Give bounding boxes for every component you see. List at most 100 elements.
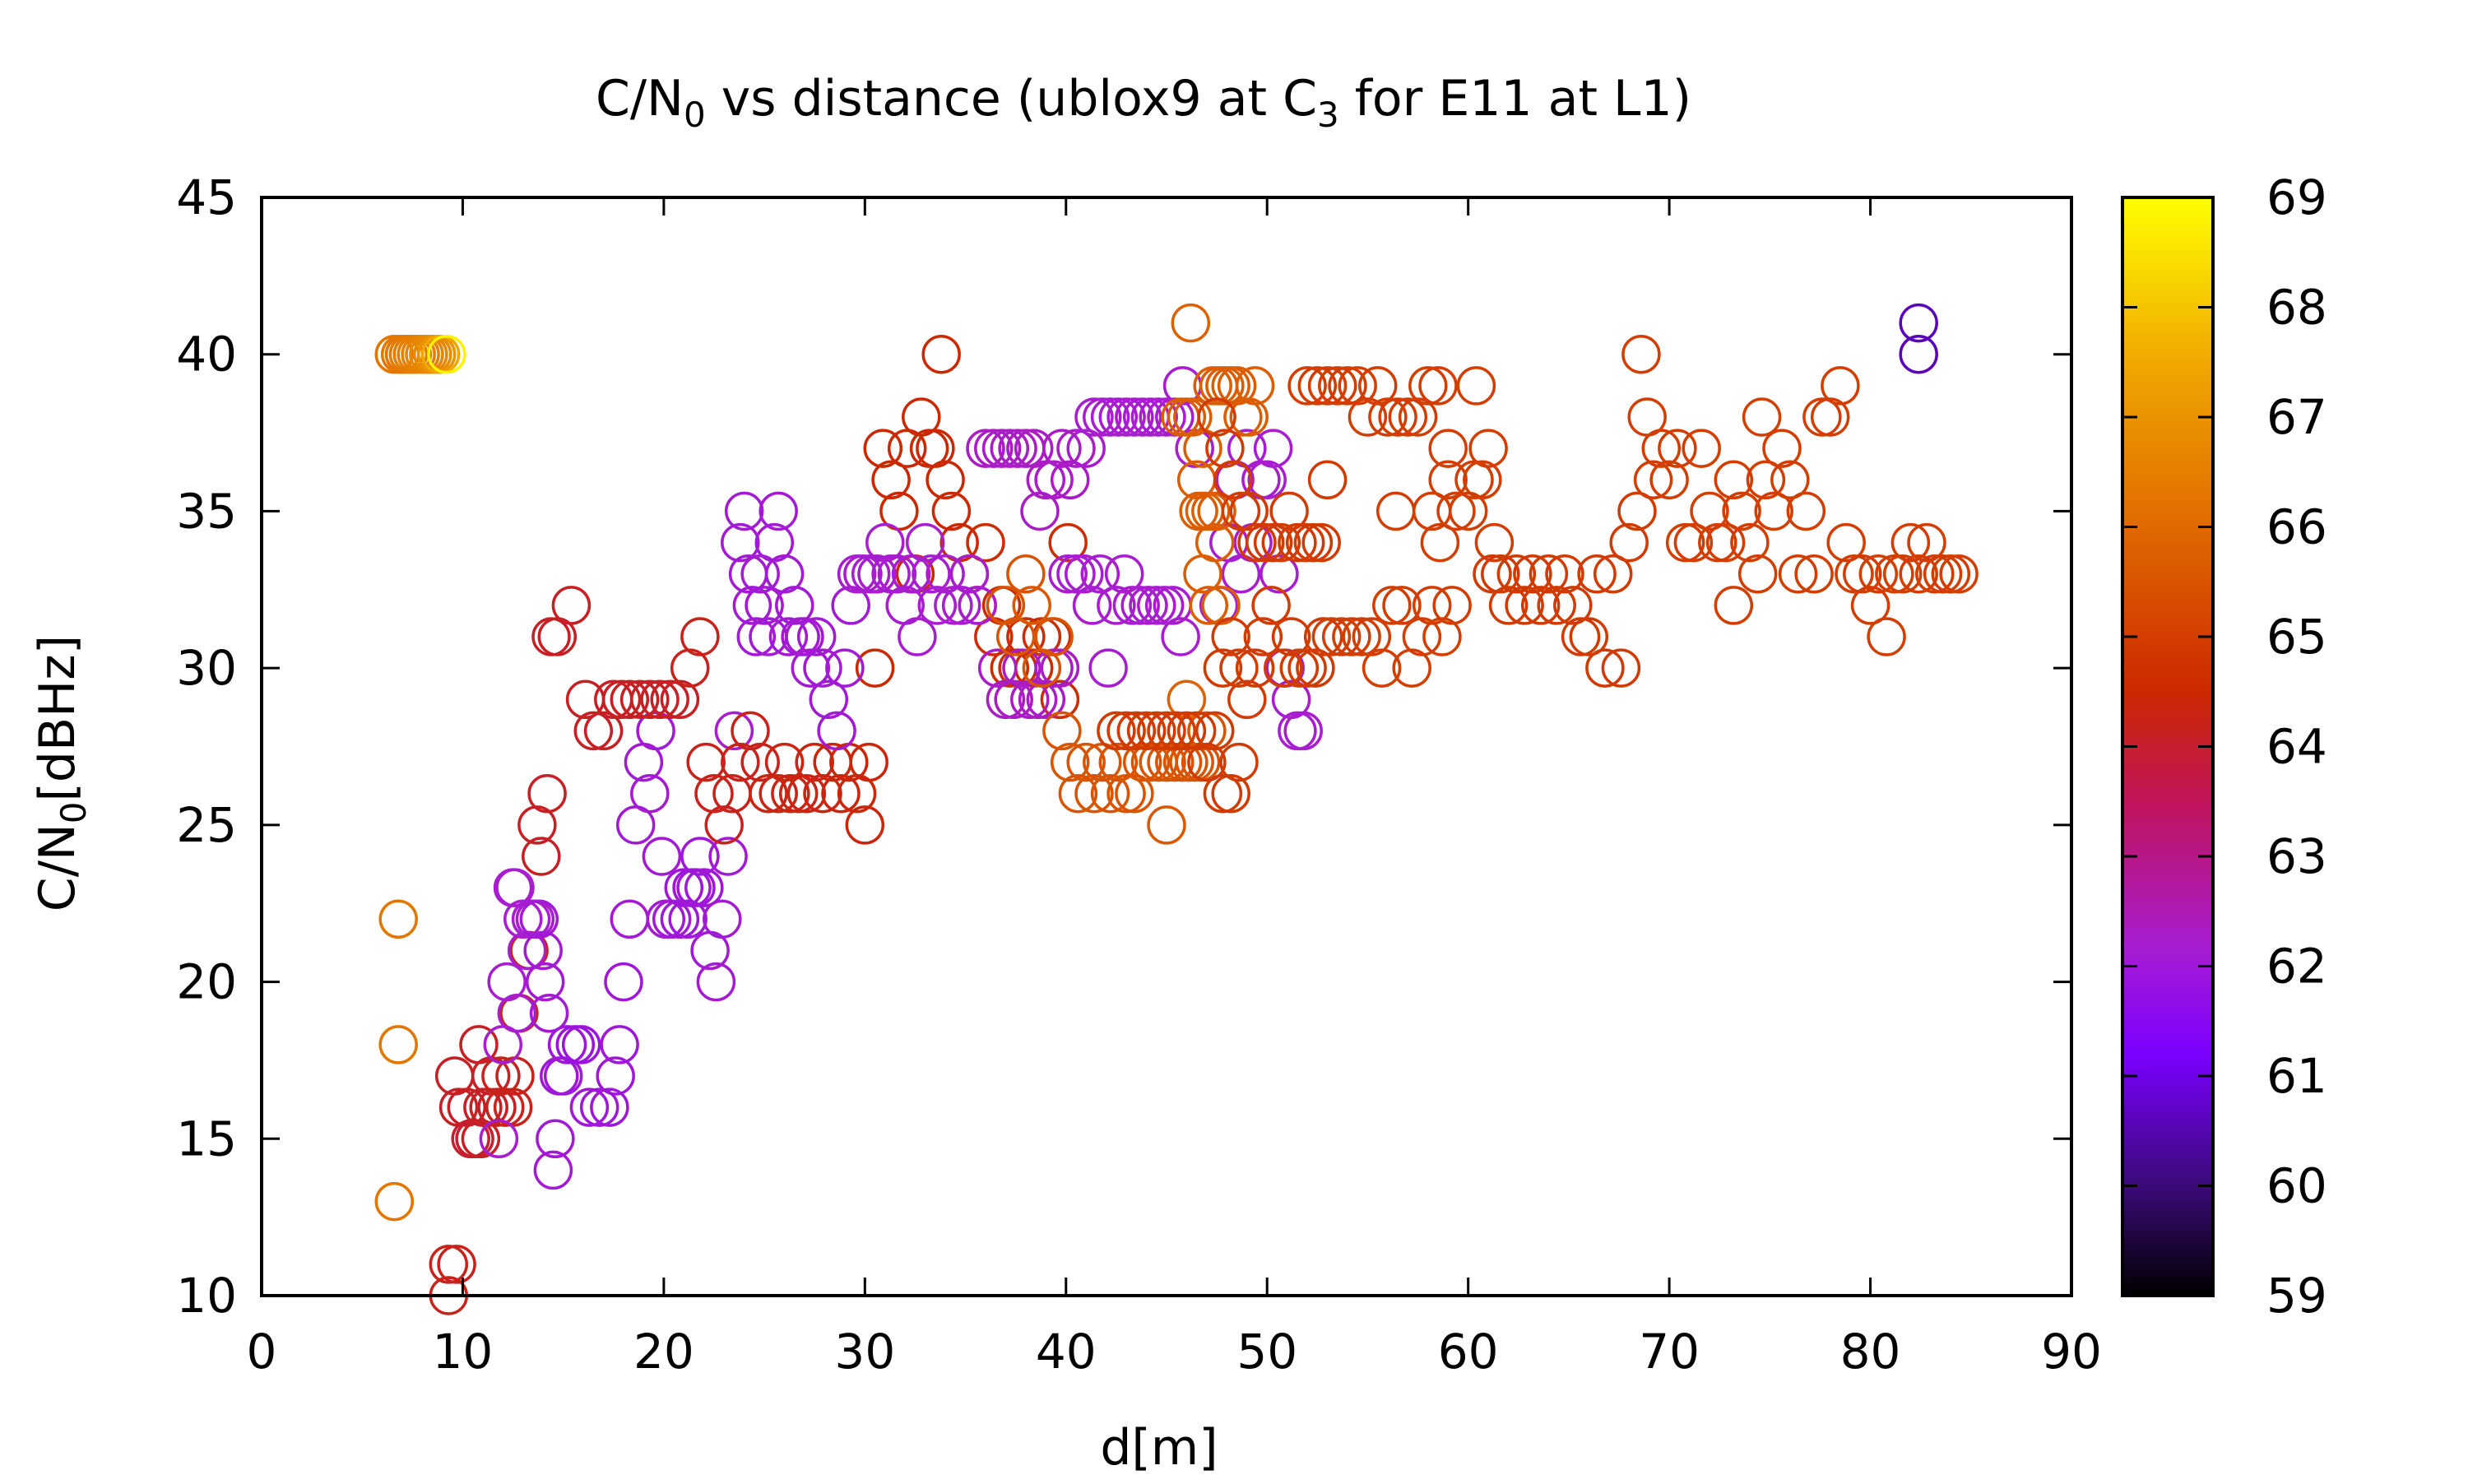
data-point (1197, 397, 1236, 437)
colorbar-tick-label: 66 (2266, 499, 2327, 555)
data-point (995, 617, 1036, 656)
data-point (1357, 366, 1398, 406)
data-point (1237, 522, 1277, 563)
data-point (1213, 460, 1253, 500)
data-point (1633, 460, 1673, 500)
data-point (1211, 617, 1250, 656)
data-point (680, 617, 720, 656)
colorbar (2121, 196, 2215, 1297)
data-point (986, 586, 1026, 625)
data-point (1456, 366, 1496, 406)
data-point (926, 460, 965, 500)
data-point (1066, 429, 1106, 468)
data-point (1147, 711, 1186, 751)
data-point (749, 773, 788, 814)
data-point (1436, 491, 1476, 531)
data-point (732, 586, 772, 625)
data-point (1293, 522, 1334, 563)
data-point (785, 617, 824, 656)
data-point (374, 1181, 415, 1222)
data-point (1187, 742, 1227, 782)
data-point (845, 805, 885, 845)
data-point (680, 837, 720, 876)
data-point (1321, 617, 1362, 656)
data-point (1098, 397, 1139, 437)
data-point (1488, 586, 1529, 625)
data-point (1211, 773, 1250, 814)
data-point (610, 679, 650, 720)
data-point (1048, 554, 1088, 594)
data-point (1271, 617, 1311, 656)
data-point (461, 1119, 501, 1159)
data-point (1658, 429, 1697, 468)
data-point (1754, 491, 1793, 531)
y-tick-label: 30 (176, 640, 237, 696)
data-point (724, 491, 764, 531)
data-point (378, 899, 418, 939)
data-point (745, 586, 784, 625)
data-point (708, 837, 748, 876)
data-point (1187, 711, 1227, 751)
data-point (796, 617, 837, 656)
data-point (1144, 586, 1185, 625)
data-point (1762, 429, 1802, 468)
data-point (551, 586, 591, 625)
data-point (1219, 648, 1259, 688)
data-point (1287, 648, 1327, 688)
data-point (497, 993, 537, 1033)
data-point (1418, 366, 1458, 406)
x-axis-label: d[m] (1100, 1419, 1218, 1477)
data-point (1899, 334, 1938, 374)
data-point (1253, 429, 1293, 468)
data-point (1420, 522, 1460, 563)
data-point (1899, 554, 1938, 594)
data-point (1826, 522, 1866, 563)
data-point (1040, 648, 1080, 688)
data-point (1698, 522, 1737, 563)
data-point (561, 1025, 601, 1064)
data-point (1090, 397, 1130, 437)
data-point (849, 742, 888, 782)
colorbar-tick-label: 64 (2266, 719, 2327, 775)
data-point (1048, 522, 1088, 563)
data-point (1714, 586, 1754, 625)
data-point (536, 1119, 575, 1159)
data-point (1810, 397, 1850, 437)
data-point (1115, 397, 1154, 437)
data-point (1279, 648, 1320, 688)
data-point (1161, 617, 1200, 656)
data-point (1104, 554, 1144, 594)
data-point (1398, 397, 1438, 437)
data-point (601, 679, 642, 720)
x-tick-label: 80 (1840, 1324, 1901, 1380)
data-point (990, 429, 1030, 468)
data-point (1362, 648, 1402, 688)
data-point (1641, 429, 1682, 468)
data-point (817, 711, 856, 751)
data-point (1065, 554, 1104, 594)
data-point (1388, 397, 1428, 437)
data-point (1050, 742, 1090, 782)
data-point (917, 586, 958, 625)
data-point (1278, 522, 1317, 563)
data-point (427, 334, 466, 374)
data-point (437, 1245, 476, 1284)
data-point (1746, 460, 1786, 500)
chart-title: C/N0 vs distance (ublox9 at C3 for E11 a… (596, 70, 1691, 135)
data-point (926, 554, 965, 594)
data-point (1867, 617, 1906, 656)
data-point (1915, 554, 1955, 594)
data-point (791, 648, 831, 688)
data-point (1056, 554, 1096, 594)
data-point (1066, 742, 1106, 782)
data-point (803, 773, 842, 814)
x-tick-label: 10 (433, 1324, 494, 1380)
data-point (569, 1087, 610, 1127)
data-point (981, 429, 1022, 468)
data-point (1328, 366, 1367, 406)
data-point (1481, 554, 1520, 594)
data-point (1422, 617, 1462, 656)
data-point (547, 1025, 587, 1064)
data-point (1246, 522, 1285, 563)
data-point (855, 648, 895, 688)
